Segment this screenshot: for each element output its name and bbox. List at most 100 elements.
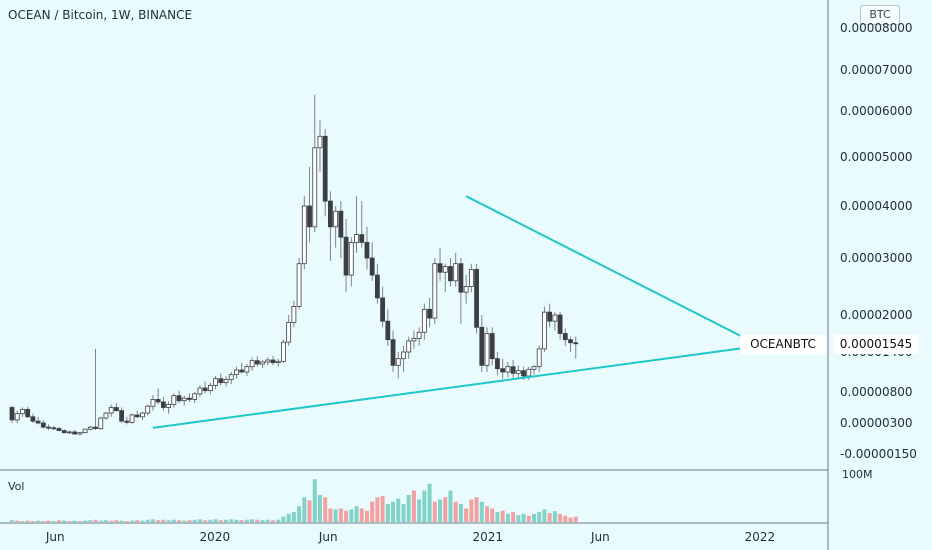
candle-body-up xyxy=(145,405,151,414)
candle-body-up xyxy=(140,412,145,418)
candle xyxy=(9,405,15,423)
candle xyxy=(103,411,109,420)
volume-bar xyxy=(411,490,416,522)
volume-bar xyxy=(83,520,88,522)
volume-bar xyxy=(145,519,150,522)
volume-bar xyxy=(67,521,72,522)
candle xyxy=(495,352,500,376)
candle-body-down xyxy=(338,210,344,238)
candle xyxy=(328,191,333,261)
candle xyxy=(531,365,537,375)
candle-body-up xyxy=(197,387,203,395)
candle xyxy=(463,275,469,304)
candle-body-down xyxy=(187,397,192,400)
volume-bar xyxy=(291,512,296,522)
candle xyxy=(228,372,234,384)
volume-bar xyxy=(203,520,208,522)
volume-bar xyxy=(255,519,260,522)
volume-bar xyxy=(62,520,67,522)
volume-bar xyxy=(25,520,30,522)
candle xyxy=(281,339,286,363)
candle xyxy=(369,242,375,281)
candle xyxy=(202,381,208,394)
candle-body-down xyxy=(359,234,365,243)
candle xyxy=(573,336,579,359)
candle xyxy=(265,357,271,366)
candle xyxy=(536,345,542,372)
volume-bar xyxy=(573,516,578,522)
candle xyxy=(176,390,182,404)
candle xyxy=(82,428,88,434)
volume-bar xyxy=(218,520,223,522)
candle-body-down xyxy=(479,326,485,366)
candle-body-up xyxy=(166,403,171,408)
volume-bar xyxy=(197,519,202,522)
x-tick-label: Jun xyxy=(590,530,610,544)
candle xyxy=(406,336,412,359)
y-tick-label: 0.00008000 xyxy=(840,21,913,35)
candle-body-up xyxy=(129,414,135,423)
y-tick-label: 0.00007000 xyxy=(840,63,913,77)
candle xyxy=(427,297,432,328)
candle xyxy=(442,263,448,293)
candle xyxy=(51,425,57,430)
candle xyxy=(35,416,41,425)
volume-bar xyxy=(177,520,182,522)
candle xyxy=(113,403,119,412)
volume-bar xyxy=(140,520,145,522)
y-tick-label: 0.00000300 xyxy=(840,416,913,430)
candle-body-up xyxy=(296,263,302,307)
candle xyxy=(348,237,354,287)
currency-badge[interactable]: BTC xyxy=(860,5,900,25)
candle xyxy=(275,358,281,367)
candle-body-up xyxy=(223,378,229,384)
candle-body-up xyxy=(171,395,177,405)
volume-bar xyxy=(485,506,490,522)
volume-bar xyxy=(448,490,453,522)
candle-body-up xyxy=(416,331,422,339)
candle xyxy=(359,201,365,248)
volume-bar xyxy=(469,499,474,522)
volume-bar xyxy=(239,520,244,522)
candle xyxy=(134,410,140,419)
volume-bar xyxy=(458,504,463,522)
candle-body-up xyxy=(536,348,542,368)
candle xyxy=(484,327,490,372)
x-tick-label: Jun xyxy=(45,530,65,544)
candle-body-down xyxy=(134,414,140,418)
candle-body-up xyxy=(192,393,198,400)
candle xyxy=(317,120,323,172)
volume-bar xyxy=(182,520,187,522)
candle xyxy=(218,373,224,386)
candle xyxy=(432,258,438,325)
trendlines[interactable] xyxy=(152,195,743,429)
candle xyxy=(93,348,98,430)
volume-bar xyxy=(20,521,25,522)
candle xyxy=(30,413,36,423)
volume-bar xyxy=(234,519,239,522)
candle xyxy=(380,286,386,328)
volume-bar xyxy=(281,516,286,522)
candle-body-up xyxy=(228,374,234,380)
candle xyxy=(171,393,177,408)
candle-body-down xyxy=(61,430,67,434)
candle-body-up xyxy=(150,399,156,407)
volume-bar xyxy=(479,501,484,522)
candle xyxy=(25,406,31,419)
candle-body-down xyxy=(380,297,386,322)
candle-body-down xyxy=(448,266,453,282)
volume-bar xyxy=(98,520,103,522)
volume-bar xyxy=(77,521,82,522)
y-tick-label: 0.00000800 xyxy=(840,385,913,399)
candle xyxy=(411,330,417,349)
volume-bar xyxy=(511,512,516,522)
candle-body-down xyxy=(25,408,31,418)
candle-body-down xyxy=(119,410,125,422)
candle-body-up xyxy=(395,358,401,366)
candle xyxy=(296,258,302,310)
candle xyxy=(108,404,114,417)
candle-body-up xyxy=(244,366,250,373)
volume-bar xyxy=(114,520,119,522)
candle xyxy=(338,201,344,258)
